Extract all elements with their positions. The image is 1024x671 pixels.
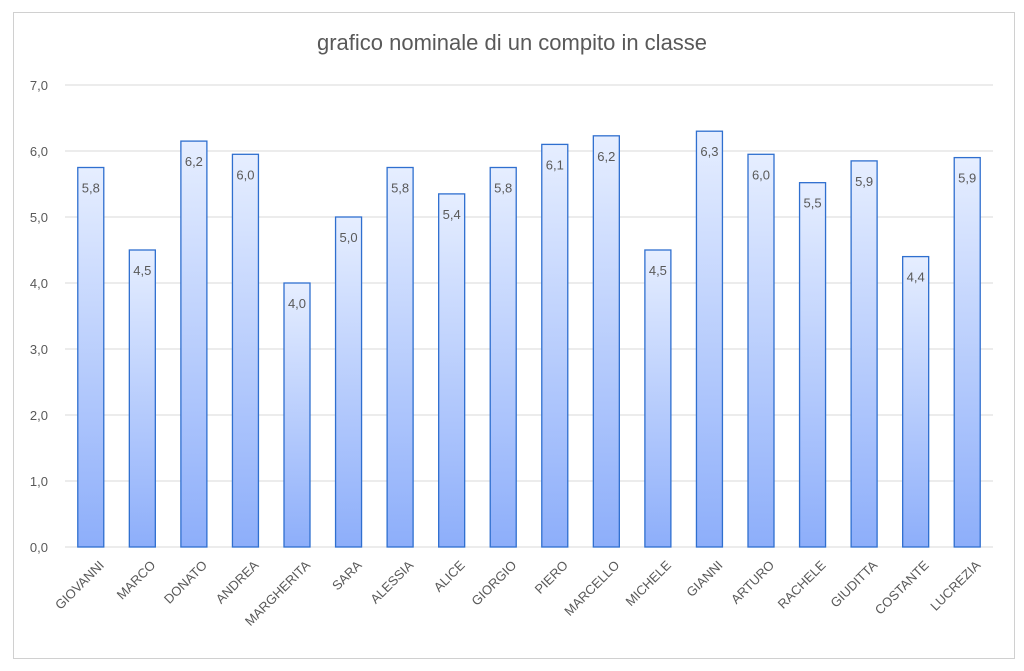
x-category-label: ARTURO (728, 558, 777, 607)
bar-gianni (695, 130, 724, 548)
bar-alice (438, 193, 466, 548)
data-label: 4,0 (288, 296, 306, 311)
data-label: 5,8 (391, 181, 409, 196)
y-tick-label: 6,0 (30, 144, 48, 159)
bar-giorgio (489, 166, 517, 548)
y-tick-label: 5,0 (30, 210, 48, 225)
data-label: 6,2 (185, 154, 203, 169)
bar-marco (128, 249, 156, 548)
gridlines (65, 84, 993, 548)
x-category-label: ALICE (431, 557, 468, 594)
data-label: 5,8 (494, 181, 512, 196)
x-category-label: ANDREA (213, 557, 262, 606)
data-label: 6,3 (700, 144, 718, 159)
x-category-label: MARCO (114, 558, 159, 603)
x-category-label: RACHELE (775, 557, 829, 611)
x-category-label: GIOVANNI (52, 558, 107, 613)
data-label: 4,5 (133, 263, 151, 278)
x-category-label: MARCELLO (561, 558, 622, 619)
y-tick-label: 2,0 (30, 408, 48, 423)
bar-alessia (386, 166, 414, 548)
data-label: 6,2 (597, 149, 615, 164)
bar-costante (902, 255, 930, 548)
data-label: 5,9 (958, 171, 976, 186)
bars (77, 130, 981, 548)
x-category-label: ALESSIA (367, 557, 416, 606)
bar-rachele (798, 182, 827, 548)
x-category-label: GIUDITTA (827, 557, 880, 610)
y-tick-label: 3,0 (30, 342, 48, 357)
x-category-label: SARA (329, 557, 365, 593)
x-category-label: GIANNI (683, 558, 725, 600)
y-tick-label: 7,0 (30, 78, 48, 93)
data-label: 4,4 (907, 270, 925, 285)
bar-andrea (231, 153, 260, 548)
data-label: 5,9 (855, 174, 873, 189)
chart-title: grafico nominale di un compito in classe (316, 30, 708, 55)
bar-giuditta (850, 160, 878, 548)
bar-piero (541, 143, 569, 548)
bar-sara (334, 216, 363, 548)
data-labels: 5,8 4,5 6,2 6,0 4,0 5,0 5,8 5,4 5,8 6,1 6,2 4,5 6,3 6… (82, 144, 977, 311)
x-category-label: DONATO (161, 558, 210, 607)
x-category-label: GIORGIO (468, 558, 519, 609)
data-label: 6,1 (546, 157, 564, 172)
bar-lucrezia (953, 156, 981, 548)
y-tick-label: 4,0 (30, 276, 48, 291)
y-axis-ticks: 0,0 1,0 2,0 3,0 4,0 5,0 6,0 7,0 (30, 78, 48, 555)
data-label: 4,5 (649, 263, 667, 278)
data-label: 5,8 (82, 181, 100, 196)
data-label: 5,4 (443, 207, 461, 222)
data-label: 6,0 (236, 167, 254, 182)
bar-arturo (747, 153, 775, 548)
data-label: 6,0 (752, 167, 770, 182)
y-tick-label: 1,0 (30, 474, 48, 489)
x-category-label: MICHELE (623, 557, 675, 609)
bar-donato (180, 140, 208, 548)
bar-giovanni (77, 166, 105, 548)
x-category-label: PIERO (532, 558, 571, 597)
data-label: 5,5 (804, 196, 822, 211)
x-category-label: COSTANTE (872, 557, 932, 617)
bar-michele (644, 249, 672, 548)
y-tick-label: 0,0 (30, 540, 48, 555)
bar-marcello (592, 135, 620, 548)
bar-margherita (283, 282, 311, 548)
x-category-label: LUCREZIA (927, 557, 983, 613)
data-label: 5,0 (340, 230, 358, 245)
